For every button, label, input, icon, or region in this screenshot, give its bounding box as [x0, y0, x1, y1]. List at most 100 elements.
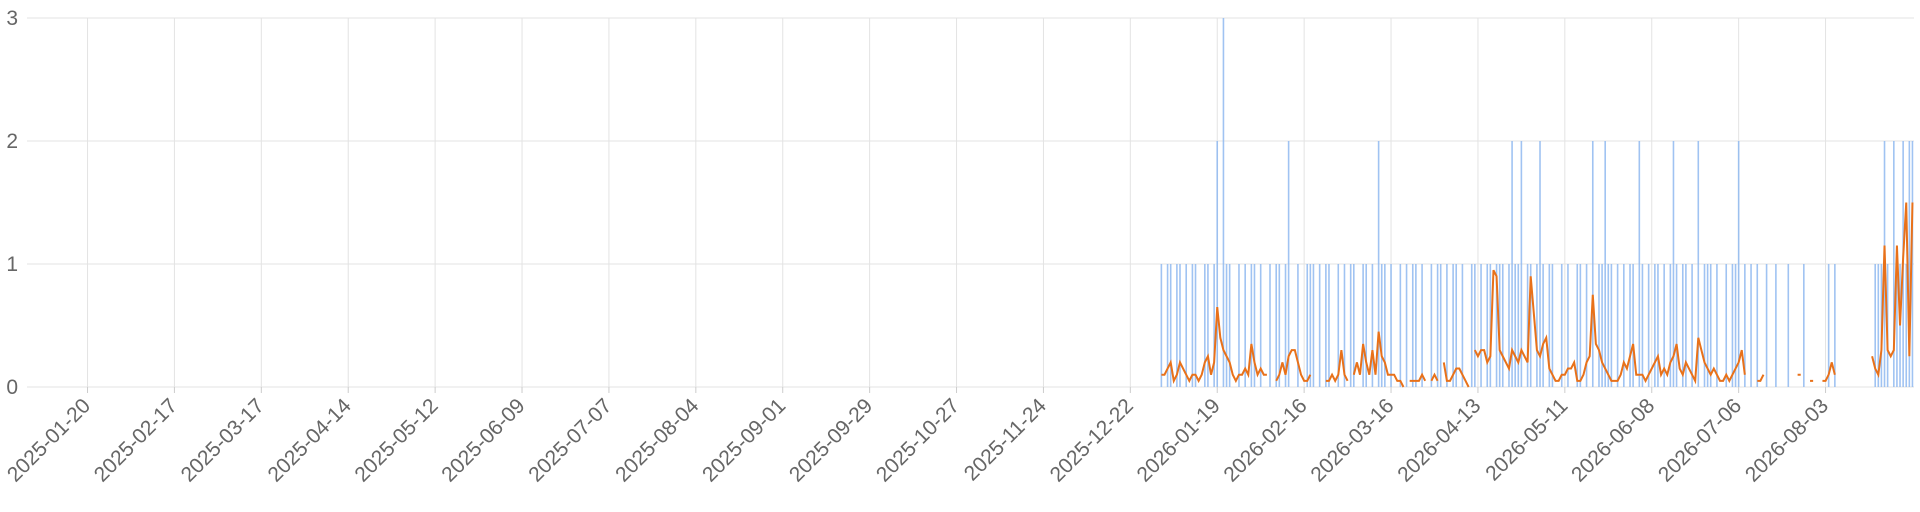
- bar: [1834, 264, 1836, 387]
- bar: [1681, 264, 1684, 387]
- bar: [1225, 264, 1228, 387]
- bar: [1328, 264, 1330, 387]
- bar: [1470, 264, 1473, 387]
- bar: [1604, 141, 1606, 387]
- bar: [1716, 264, 1718, 387]
- bar: [1446, 264, 1448, 387]
- bar: [1228, 264, 1231, 387]
- bar: [1259, 264, 1262, 387]
- x-tick-label: 2025-04-14: [264, 394, 356, 486]
- bar: [1725, 264, 1728, 387]
- bar: [1511, 141, 1513, 387]
- bar: [1275, 264, 1278, 387]
- bar: [1706, 264, 1709, 387]
- bar: [1297, 264, 1299, 387]
- bar: [1685, 264, 1687, 387]
- bar: [1489, 264, 1492, 387]
- bar: [1169, 264, 1172, 387]
- x-tick-label: 2025-03-17: [177, 394, 269, 486]
- x-tick-label: 2026-02-16: [1219, 394, 1311, 486]
- bar: [1362, 264, 1364, 387]
- bar: [1632, 264, 1634, 387]
- bar: [1675, 264, 1678, 387]
- bar: [1514, 264, 1516, 387]
- bar: [1421, 264, 1423, 387]
- bar: [1737, 141, 1740, 387]
- bar: [1371, 264, 1374, 387]
- bar: [1529, 264, 1532, 387]
- bar: [1244, 264, 1246, 387]
- line: [1161, 202, 1914, 388]
- bar: [1874, 264, 1877, 387]
- bar: [1591, 141, 1594, 387]
- bar: [1703, 264, 1706, 387]
- x-tick-label: 2026-03-16: [1306, 394, 1398, 486]
- bar: [1616, 264, 1619, 387]
- bar: [1750, 264, 1752, 387]
- x-tick-label: 2026-04-13: [1393, 394, 1485, 486]
- bar: [1452, 264, 1454, 387]
- bar: [1672, 141, 1675, 387]
- x-tick-label: 2025-06-09: [437, 394, 529, 486]
- bar: [1399, 264, 1402, 387]
- x-tick-label: 2026-05-11: [1481, 394, 1572, 485]
- x-tick-label: 2025-09-01: [698, 394, 790, 486]
- bar: [1691, 264, 1693, 387]
- bar: [1585, 264, 1588, 387]
- bar: [1238, 264, 1240, 387]
- bar: [1560, 264, 1563, 387]
- bar: [1539, 141, 1541, 387]
- bar: [1601, 264, 1603, 387]
- x-tick-label: 2026-08-03: [1741, 394, 1833, 486]
- bar: [1709, 264, 1712, 387]
- bar: [1756, 264, 1759, 387]
- bar: [1309, 264, 1312, 387]
- bar: [1536, 264, 1538, 387]
- bar: [1411, 264, 1414, 387]
- bar: [1576, 264, 1579, 387]
- bar: [1365, 264, 1368, 387]
- bar: [1669, 264, 1672, 387]
- bar: [1287, 141, 1290, 387]
- bar: [1775, 264, 1777, 387]
- bar: [1697, 141, 1700, 387]
- bar: [1638, 141, 1641, 387]
- y-tick-label: 3: [6, 7, 18, 30]
- bar: [1390, 264, 1392, 387]
- x-tick-label: 2025-05-12: [350, 394, 442, 486]
- x-tick-label: 2025-02-17: [90, 394, 182, 486]
- bar: [1607, 264, 1610, 387]
- bar: [1567, 264, 1569, 387]
- bar: [1318, 264, 1321, 387]
- bar: [1185, 264, 1188, 387]
- bar: [1384, 264, 1386, 387]
- bar: [1204, 264, 1206, 387]
- bar: [1744, 264, 1746, 387]
- bar: [1905, 264, 1908, 387]
- bar: [1191, 264, 1194, 387]
- bar: [1663, 264, 1665, 387]
- bar: [1343, 264, 1346, 387]
- bar: [1827, 264, 1830, 387]
- bar: [1380, 264, 1383, 387]
- bar: [1461, 264, 1464, 387]
- bar: [1306, 264, 1309, 387]
- bar: [1250, 264, 1253, 387]
- bar: [1657, 264, 1659, 387]
- bar: [1160, 264, 1163, 387]
- bar: [1542, 264, 1544, 387]
- bar: [1377, 141, 1380, 387]
- y-tick-label: 1: [6, 253, 18, 276]
- bar: [1337, 264, 1340, 387]
- bar: [1278, 264, 1281, 387]
- bar: [1908, 141, 1911, 387]
- x-tick-label: 2025-11-24: [960, 394, 1051, 485]
- bar: [1179, 264, 1181, 387]
- bar: [1349, 264, 1352, 387]
- bar: [1312, 264, 1315, 387]
- bar: [1647, 264, 1650, 387]
- x-tick-label: 2025-07-07: [524, 394, 616, 486]
- bar: [1284, 264, 1287, 387]
- y-tick-label: 0: [6, 376, 18, 399]
- bar: [1629, 264, 1631, 387]
